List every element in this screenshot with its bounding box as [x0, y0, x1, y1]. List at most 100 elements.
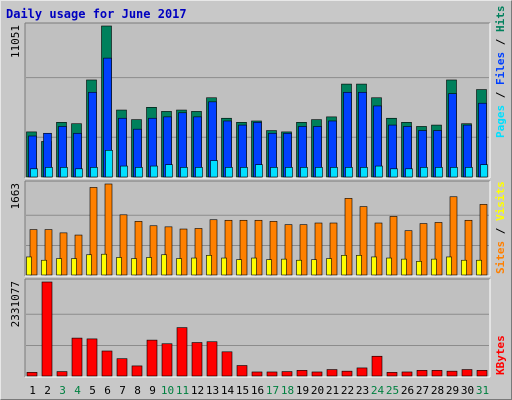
kbytes-bar-22 — [341, 370, 353, 377]
legend-entry: Hits — [494, 6, 507, 33]
pages-bar-18 — [285, 167, 293, 178]
x-tick-label-13: 13 — [206, 384, 219, 397]
sites-bar-3 — [59, 232, 68, 276]
kbytes-bar-17 — [266, 371, 278, 377]
sites-bar-24 — [374, 222, 383, 276]
kbytes-bar-10 — [161, 343, 173, 377]
x-tick-label-27: 27 — [416, 384, 429, 397]
x-tick-label-3: 3 — [59, 384, 66, 397]
pages-bar-8 — [135, 167, 143, 178]
pages-bar-17 — [270, 167, 278, 178]
pages-bar-3 — [60, 167, 68, 178]
visits-bar-23 — [356, 255, 362, 276]
legend-2: Sites / Visits — [494, 181, 507, 274]
visits-bar-27 — [416, 261, 422, 276]
kbytes-bar-15 — [236, 365, 248, 377]
x-tick-label-14: 14 — [221, 384, 235, 397]
kbytes-bar-29 — [446, 370, 458, 377]
x-tick-label-29: 29 — [446, 384, 459, 397]
visits-bar-20 — [311, 259, 317, 276]
x-tick-label-20: 20 — [311, 384, 324, 397]
sites-bar-17 — [269, 221, 278, 276]
sites-bar-27 — [419, 223, 428, 276]
visits-bar-2 — [41, 259, 47, 276]
x-tick-label-12: 12 — [191, 384, 204, 397]
visits-bar-26 — [401, 258, 407, 276]
legend-entry: Files — [494, 52, 507, 85]
visits-bar-9 — [146, 257, 152, 276]
x-tick-label-30: 30 — [461, 384, 474, 397]
pages-bar-26 — [405, 168, 413, 178]
x-tick-label-19: 19 — [296, 384, 309, 397]
kbytes-bar-6 — [101, 350, 113, 377]
x-tick-label-21: 21 — [326, 384, 339, 397]
visits-bar-14 — [221, 257, 227, 276]
sites-bar-30 — [464, 219, 473, 276]
pages-bar-20 — [315, 167, 323, 178]
y-max-label-2: 1663 — [9, 183, 22, 210]
sites-bar-18 — [284, 224, 293, 276]
visits-bar-12 — [191, 257, 197, 276]
visits-bar-10 — [161, 254, 167, 276]
x-tick-label-1: 1 — [29, 384, 36, 397]
visits-bar-8 — [131, 258, 137, 276]
sites-bar-13 — [209, 219, 218, 276]
visits-bar-21 — [326, 258, 332, 276]
kbytes-bar-13 — [206, 341, 218, 377]
pages-bar-1 — [30, 168, 38, 178]
visits-bar-5 — [86, 254, 92, 276]
x-tick-label-16: 16 — [251, 384, 264, 397]
sites-bar-8 — [134, 221, 143, 276]
pages-bar-4 — [75, 168, 83, 178]
sites-bar-14 — [224, 219, 233, 276]
x-tick-label-18: 18 — [281, 384, 294, 397]
sites-bar-21 — [329, 222, 338, 276]
pages-bar-31 — [480, 164, 488, 178]
pages-bar-21 — [330, 167, 338, 178]
kbytes-bar-11 — [176, 327, 188, 377]
sites-bar-12 — [194, 228, 203, 276]
x-tick-label-7: 7 — [119, 384, 126, 397]
sites-bar-22 — [344, 198, 353, 276]
legend-entry: KBytes — [494, 335, 507, 375]
kbytes-bar-18 — [281, 371, 293, 377]
x-tick-label-17: 17 — [266, 384, 279, 397]
visits-bar-29 — [446, 256, 452, 276]
visits-bar-1 — [26, 256, 32, 276]
sites-bar-9 — [149, 225, 158, 276]
x-tick-label-6: 6 — [104, 384, 111, 397]
pages-bar-12 — [195, 167, 203, 178]
kbytes-bar-16 — [251, 371, 263, 377]
pages-bar-14 — [225, 167, 233, 178]
pages-bar-7 — [120, 165, 128, 178]
x-tick-label-31: 31 — [476, 384, 489, 397]
sites-bar-11 — [179, 228, 188, 276]
x-tick-label-4: 4 — [74, 384, 81, 397]
kbytes-bar-23 — [356, 367, 368, 377]
kbytes-bar-12 — [191, 342, 203, 377]
kbytes-bar-2 — [41, 281, 53, 377]
pages-bar-5 — [90, 167, 98, 178]
x-tick-label-26: 26 — [401, 384, 414, 397]
sites-bar-23 — [359, 206, 368, 276]
kbytes-bar-28 — [431, 370, 443, 377]
legend-entry: Pages — [494, 105, 507, 138]
sites-bar-4 — [74, 234, 83, 276]
x-tick-label-9: 9 — [149, 384, 156, 397]
kbytes-bar-3 — [56, 371, 68, 377]
legend-entry: Sites — [494, 241, 507, 274]
visits-bar-22 — [341, 255, 347, 276]
sites-bar-5 — [89, 187, 98, 276]
legend-entry: Visits — [494, 181, 507, 221]
visits-bar-19 — [296, 259, 302, 276]
kbytes-bar-8 — [131, 365, 143, 377]
legend-3: KBytes — [494, 335, 507, 375]
sites-bar-26 — [404, 230, 413, 276]
sites-bar-19 — [299, 224, 308, 276]
legend-1: Pages / Files / Hits — [494, 6, 507, 139]
pages-bar-6 — [105, 150, 113, 178]
pages-bar-25 — [390, 168, 398, 178]
visits-bar-16 — [251, 257, 257, 276]
visits-bar-31 — [476, 259, 482, 276]
